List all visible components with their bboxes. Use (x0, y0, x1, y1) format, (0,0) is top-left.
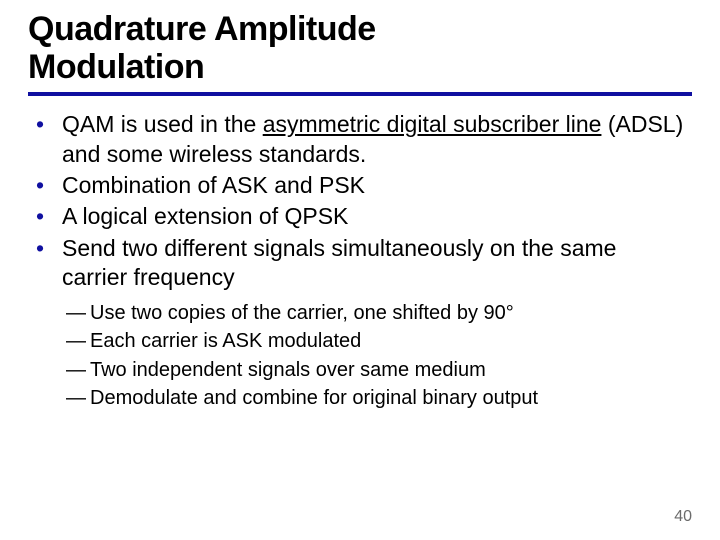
slide: Quadrature Amplitude Modulation QAM is u… (0, 0, 720, 540)
dash-item: Each carrier is ASK modulated (66, 327, 692, 355)
bullet-text: Send two different signals simultaneousl… (62, 235, 616, 290)
bullet-text: A logical extension of QPSK (62, 203, 348, 229)
bullet-item: QAM is used in the asymmetric digital su… (34, 110, 686, 169)
title-line-1: Quadrature Amplitude (28, 10, 376, 48)
dash-item: Demodulate and combine for original bina… (66, 384, 692, 412)
dash-item: Two independent signals over same medium (66, 356, 692, 384)
dash-list: Use two copies of the carrier, one shift… (28, 299, 692, 413)
title-rule (28, 92, 692, 96)
slide-title: Quadrature Amplitude Modulation (28, 10, 692, 86)
dash-text: Demodulate and combine for original bina… (90, 387, 538, 409)
title-line-2: Modulation (28, 48, 204, 86)
dash-text: Two independent signals over same medium (90, 359, 486, 381)
bullet-item: Combination of ASK and PSK (34, 171, 686, 200)
dash-text: Each carrier is ASK modulated (90, 330, 361, 352)
bullet-text: Combination of ASK and PSK (62, 172, 365, 198)
bullet-item: A logical extension of QPSK (34, 202, 686, 231)
dash-text: Use two copies of the carrier, one shift… (90, 302, 514, 324)
page-number: 40 (674, 508, 692, 526)
bullet-item: Send two different signals simultaneousl… (34, 234, 686, 293)
dash-item: Use two copies of the carrier, one shift… (66, 299, 692, 327)
bullet-list: QAM is used in the asymmetric digital su… (28, 110, 692, 293)
bullet-text-pre: QAM is used in the (62, 111, 263, 137)
bullet-text-underline: asymmetric digital subscriber line (263, 111, 602, 137)
